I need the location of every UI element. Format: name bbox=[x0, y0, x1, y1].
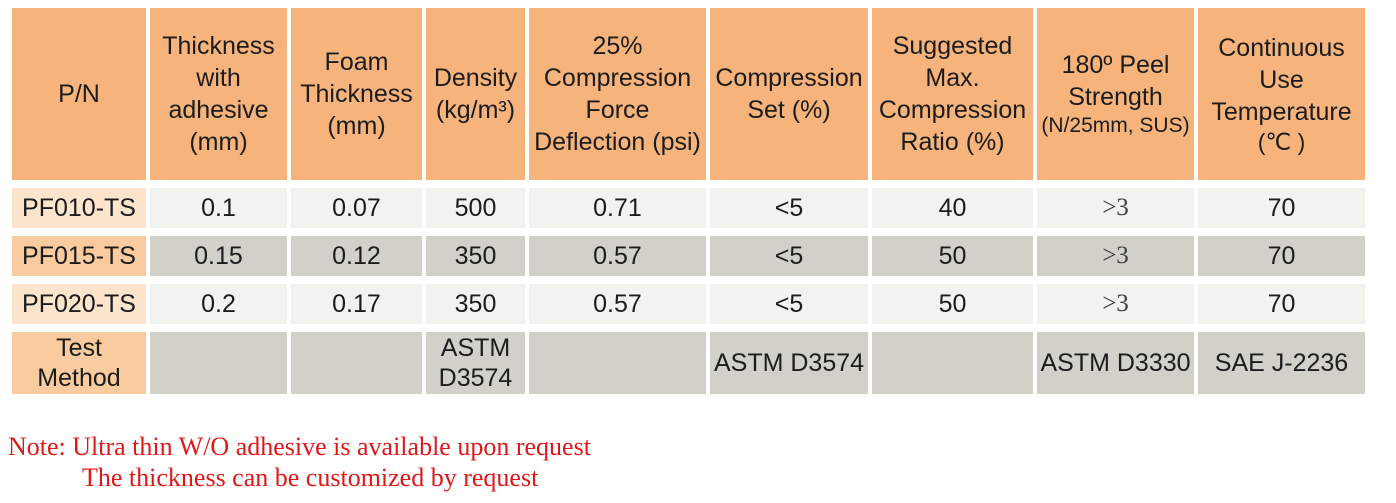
cell-test-method-density: ASTM D3574 bbox=[426, 332, 525, 394]
cell-pn: PF010-TS bbox=[12, 188, 146, 228]
header-label-foam-thickness: Foam Thickness (mm) bbox=[300, 48, 413, 140]
header-cell-thickness-with-adhesive: Thickness with adhesive (mm) bbox=[150, 8, 287, 180]
header-label-pn: P/N bbox=[58, 80, 100, 108]
cell-density: 350 bbox=[426, 284, 525, 324]
cell-test-method-compression-force-deflection bbox=[529, 332, 706, 394]
cell-thickness-with-adhesive: 0.1 bbox=[150, 188, 287, 228]
header-cell-pn: P/N bbox=[12, 8, 146, 180]
header-label-max-compression-ratio: Suggested Max. Compression Ratio (%) bbox=[878, 32, 1027, 156]
cell-pn: PF015-TS bbox=[12, 236, 146, 276]
header-cell-continuous-use-temperature: Continuous Use Temperature (℃ ) bbox=[1198, 8, 1365, 180]
header-row: P/N Thickness with adhesive (mm) Foam Th… bbox=[12, 8, 1365, 180]
header-cell-foam-thickness: Foam Thickness (mm) bbox=[291, 8, 422, 180]
cell-test-method-foam-thickness bbox=[291, 332, 422, 394]
cell-test-method-continuous-use-temperature: SAE J-2236 bbox=[1198, 332, 1365, 394]
cell-max-compression-ratio: 50 bbox=[872, 284, 1033, 324]
header-label-peel-strength: 180º Peel Strength bbox=[1061, 50, 1170, 111]
header-label-density: Density (kg/m³) bbox=[433, 64, 518, 124]
cell-max-compression-ratio: 40 bbox=[872, 188, 1033, 228]
cell-foam-thickness: 0.12 bbox=[291, 236, 422, 276]
cell-continuous-use-temperature: 70 bbox=[1198, 236, 1365, 276]
cell-compression-set: <5 bbox=[710, 284, 868, 324]
foam-spec-table: P/N Thickness with adhesive (mm) Foam Th… bbox=[8, 0, 1369, 402]
cell-density: 350 bbox=[426, 236, 525, 276]
cell-test-method-compression-set: ASTM D3574 bbox=[710, 332, 868, 394]
cell-compression-force-deflection: 0.57 bbox=[529, 236, 706, 276]
header-cell-density: Density (kg/m³) bbox=[426, 8, 525, 180]
table-row-test-method: Test Method ASTM D3574 ASTM D3574 ASTM D… bbox=[12, 332, 1365, 394]
header-label-compression-force-deflection: 25% Compression Force Deflection (psi) bbox=[534, 32, 701, 156]
cell-test-method-peel-strength: ASTM D3330 bbox=[1037, 332, 1194, 394]
header-cell-max-compression-ratio: Suggested Max. Compression Ratio (%) bbox=[872, 8, 1033, 180]
cell-peel-strength: >3 bbox=[1037, 236, 1194, 276]
note-line-2: The thickness can be customized by reque… bbox=[82, 462, 539, 492]
cell-thickness-with-adhesive: 0.15 bbox=[150, 236, 287, 276]
header-label-compression-set: Compression Set (%) bbox=[715, 64, 863, 124]
cell-test-method-label: Test Method bbox=[12, 332, 146, 394]
cell-pn: PF020-TS bbox=[12, 284, 146, 324]
cell-compression-force-deflection: 0.57 bbox=[529, 284, 706, 324]
header-sublabel-peel-strength-unit: (N/25mm, SUS) bbox=[1041, 113, 1190, 137]
cell-compression-set: <5 bbox=[710, 236, 868, 276]
cell-max-compression-ratio: 50 bbox=[872, 236, 1033, 276]
cell-compression-force-deflection: 0.71 bbox=[529, 188, 706, 228]
header-label-thickness-with-adhesive: Thickness with adhesive (mm) bbox=[162, 32, 275, 156]
cell-compression-set: <5 bbox=[710, 188, 868, 228]
table-row-pf020-ts: PF020-TS 0.2 0.17 350 0.57 <5 50 >3 70 bbox=[12, 284, 1365, 324]
cell-peel-strength: >3 bbox=[1037, 284, 1194, 324]
header-cell-peel-strength: 180º Peel Strength (N/25mm, SUS) bbox=[1037, 8, 1194, 180]
cell-peel-strength: >3 bbox=[1037, 188, 1194, 228]
note-line-1: Note: Ultra thin W/O adhesive is availab… bbox=[8, 432, 591, 461]
table-row-pf015-ts: PF015-TS 0.15 0.12 350 0.57 <5 50 >3 70 bbox=[12, 236, 1365, 276]
cell-thickness-with-adhesive: 0.2 bbox=[150, 284, 287, 324]
cell-test-method-max-compression-ratio bbox=[872, 332, 1033, 394]
table-row-pf010-ts: PF010-TS 0.1 0.07 500 0.71 <5 40 >3 70 bbox=[12, 188, 1365, 228]
note-block: Note: Ultra thin W/O adhesive is availab… bbox=[8, 432, 1396, 493]
header-sublabel-temperature-unit: (℃ ) bbox=[1257, 128, 1306, 155]
cell-foam-thickness: 0.17 bbox=[291, 284, 422, 324]
header-cell-compression-set: Compression Set (%) bbox=[710, 8, 868, 180]
cell-foam-thickness: 0.07 bbox=[291, 188, 422, 228]
cell-test-method-thickness-with-adhesive bbox=[150, 332, 287, 394]
header-cell-compression-force-deflection: 25% Compression Force Deflection (psi) bbox=[529, 8, 706, 180]
cell-density: 500 bbox=[426, 188, 525, 228]
cell-continuous-use-temperature: 70 bbox=[1198, 188, 1365, 228]
header-label-continuous-use-temperature: Continuous Use Temperature bbox=[1211, 33, 1352, 126]
cell-continuous-use-temperature: 70 bbox=[1198, 284, 1365, 324]
